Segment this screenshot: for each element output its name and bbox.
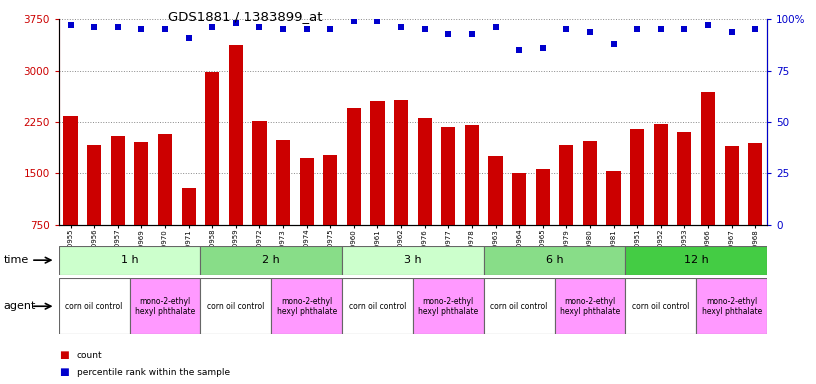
Bar xyxy=(696,278,767,334)
Bar xyxy=(555,278,625,334)
Point xyxy=(418,26,431,33)
Bar xyxy=(418,118,432,225)
Bar xyxy=(201,246,342,275)
Text: mono-2-ethyl
hexyl phthalate: mono-2-ethyl hexyl phthalate xyxy=(277,296,337,316)
Bar xyxy=(342,278,413,334)
Text: corn oil control: corn oil control xyxy=(632,302,690,311)
Point xyxy=(536,45,549,51)
Point xyxy=(300,26,313,33)
Text: percentile rank within the sample: percentile rank within the sample xyxy=(77,368,230,377)
Point xyxy=(277,26,290,33)
Bar xyxy=(201,278,271,334)
Bar xyxy=(465,125,479,225)
Text: 6 h: 6 h xyxy=(546,255,563,265)
Bar xyxy=(677,132,691,225)
Point xyxy=(583,28,596,35)
Text: corn oil control: corn oil control xyxy=(490,302,548,311)
Point xyxy=(465,30,478,36)
Bar xyxy=(654,124,667,225)
Bar xyxy=(181,188,196,225)
Bar xyxy=(606,170,621,225)
Bar xyxy=(701,93,715,225)
Point xyxy=(206,24,219,30)
Text: ■: ■ xyxy=(59,367,69,377)
Text: time: time xyxy=(3,255,29,265)
Text: 1 h: 1 h xyxy=(121,255,139,265)
Bar xyxy=(158,134,172,225)
Bar xyxy=(512,173,526,225)
Bar xyxy=(135,142,149,225)
Text: 2 h: 2 h xyxy=(263,255,280,265)
Bar xyxy=(111,136,125,225)
Bar xyxy=(299,158,313,225)
Bar xyxy=(323,156,337,225)
Point xyxy=(678,26,691,33)
Bar xyxy=(484,246,625,275)
Bar xyxy=(342,246,484,275)
Point xyxy=(253,24,266,30)
Bar xyxy=(413,278,484,334)
Point xyxy=(560,26,573,33)
Point xyxy=(111,24,124,30)
Text: mono-2-ethyl
hexyl phthalate: mono-2-ethyl hexyl phthalate xyxy=(418,296,478,316)
Bar xyxy=(347,108,361,225)
Bar xyxy=(748,143,762,225)
Bar xyxy=(87,144,101,225)
Bar xyxy=(271,278,342,334)
Text: ■: ■ xyxy=(59,350,69,360)
Bar xyxy=(559,145,574,225)
Text: 12 h: 12 h xyxy=(684,255,708,265)
Point xyxy=(725,28,738,35)
Point xyxy=(324,26,337,33)
Text: 3 h: 3 h xyxy=(404,255,422,265)
Point xyxy=(512,47,526,53)
Text: GDS1881 / 1383899_at: GDS1881 / 1383899_at xyxy=(167,10,322,23)
Bar xyxy=(394,100,408,225)
Bar xyxy=(64,116,78,225)
Point xyxy=(749,26,762,33)
Point xyxy=(64,22,77,28)
Bar xyxy=(205,72,220,225)
Text: mono-2-ethyl
hexyl phthalate: mono-2-ethyl hexyl phthalate xyxy=(560,296,620,316)
Point xyxy=(371,18,384,24)
Point xyxy=(348,18,361,24)
Bar xyxy=(625,278,696,334)
Bar xyxy=(441,127,455,225)
Bar xyxy=(276,141,290,225)
Bar xyxy=(59,246,201,275)
Text: mono-2-ethyl
hexyl phthalate: mono-2-ethyl hexyl phthalate xyxy=(702,296,762,316)
Text: corn oil control: corn oil control xyxy=(207,302,264,311)
Bar xyxy=(583,141,597,225)
Text: corn oil control: corn oil control xyxy=(65,302,123,311)
Bar xyxy=(535,169,550,225)
Text: agent: agent xyxy=(3,301,36,311)
Point xyxy=(158,26,171,33)
Point xyxy=(229,20,242,26)
Bar xyxy=(130,278,201,334)
Point xyxy=(441,30,455,36)
Bar xyxy=(370,101,384,225)
Bar xyxy=(725,146,738,225)
Bar xyxy=(252,121,267,225)
Point xyxy=(182,35,195,41)
Point xyxy=(607,41,620,47)
Point xyxy=(395,24,408,30)
Bar xyxy=(630,129,645,225)
Point xyxy=(87,24,100,30)
Point xyxy=(654,26,667,33)
Text: corn oil control: corn oil control xyxy=(348,302,406,311)
Text: count: count xyxy=(77,351,102,360)
Text: mono-2-ethyl
hexyl phthalate: mono-2-ethyl hexyl phthalate xyxy=(135,296,195,316)
Point xyxy=(135,26,148,33)
Bar xyxy=(625,246,767,275)
Point xyxy=(631,26,644,33)
Bar xyxy=(484,278,555,334)
Point xyxy=(702,22,715,28)
Bar xyxy=(228,45,243,225)
Bar xyxy=(489,156,503,225)
Point xyxy=(489,24,502,30)
Bar xyxy=(59,278,130,334)
